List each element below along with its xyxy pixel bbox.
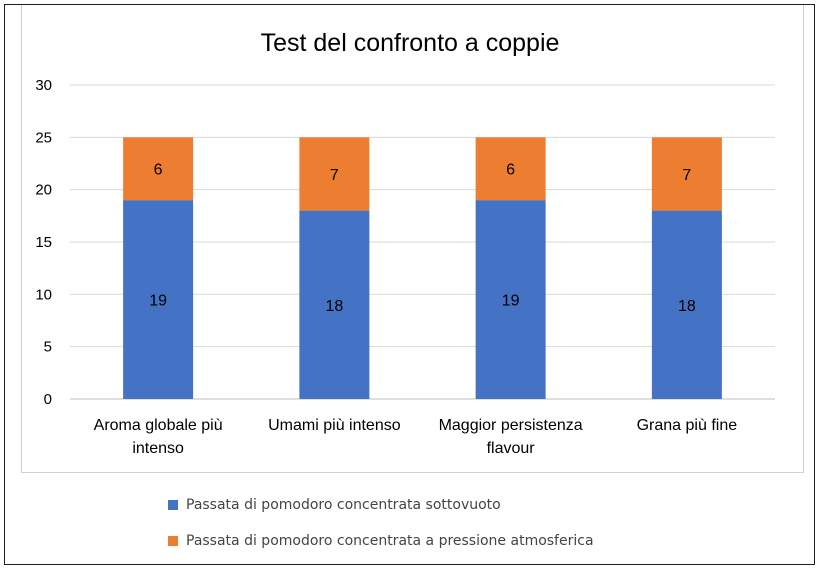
bar-pressione-atmosferica (475, 137, 546, 201)
y-tick-label: 20 (35, 182, 52, 199)
bar-pressione-atmosferica (299, 137, 370, 211)
legend-item: Passata di pomodoro concentrata a pressi… (168, 533, 594, 549)
bar-pressione-atmosferica (651, 137, 722, 211)
bar-pressione-atmosferica (123, 137, 194, 201)
y-tick-label: 30 (35, 77, 52, 94)
data-label: 19 (502, 293, 520, 310)
chart-title: Test del confronto a coppie (261, 29, 560, 57)
data-label: 6 (154, 162, 163, 179)
y-tick-label: 15 (35, 234, 52, 251)
y-tick-label: 10 (35, 286, 52, 303)
data-label: 18 (325, 298, 343, 315)
data-label: 6 (506, 162, 515, 179)
y-tick-label: 0 (44, 391, 52, 408)
x-category-label: Umami più intenso (268, 417, 401, 434)
data-label: 7 (330, 167, 339, 184)
bar-sottovuoto (651, 210, 722, 399)
x-category-label: Grana più fine (637, 417, 738, 434)
x-category-label: intenso (132, 440, 184, 457)
legend-label: Passata di pomodoro concentrata sottovuo… (186, 497, 501, 513)
data-label: 18 (678, 298, 696, 315)
bar-sottovuoto (475, 200, 546, 399)
x-category-label: Aroma globale più (94, 417, 223, 434)
data-label: 7 (682, 167, 691, 184)
y-tick-label: 25 (35, 129, 52, 146)
x-category-label: Maggior persistenza (439, 417, 583, 434)
chart: Test del confronto a coppie 0 5 10 15 20 25 30… (35, 29, 775, 457)
bar-sottovuoto (123, 200, 194, 399)
legend-swatch (168, 536, 178, 546)
legend-item: Passata di pomodoro concentrata sottovuo… (168, 497, 501, 513)
legend-swatch (168, 500, 178, 510)
data-label: 19 (149, 293, 167, 310)
bar-sottovuoto (299, 210, 370, 399)
plot-area-border (21, 5, 804, 473)
legend-label: Passata di pomodoro concentrata a pressi… (186, 533, 594, 549)
x-category-label: flavour (487, 440, 536, 457)
y-tick-label: 5 (44, 339, 52, 356)
